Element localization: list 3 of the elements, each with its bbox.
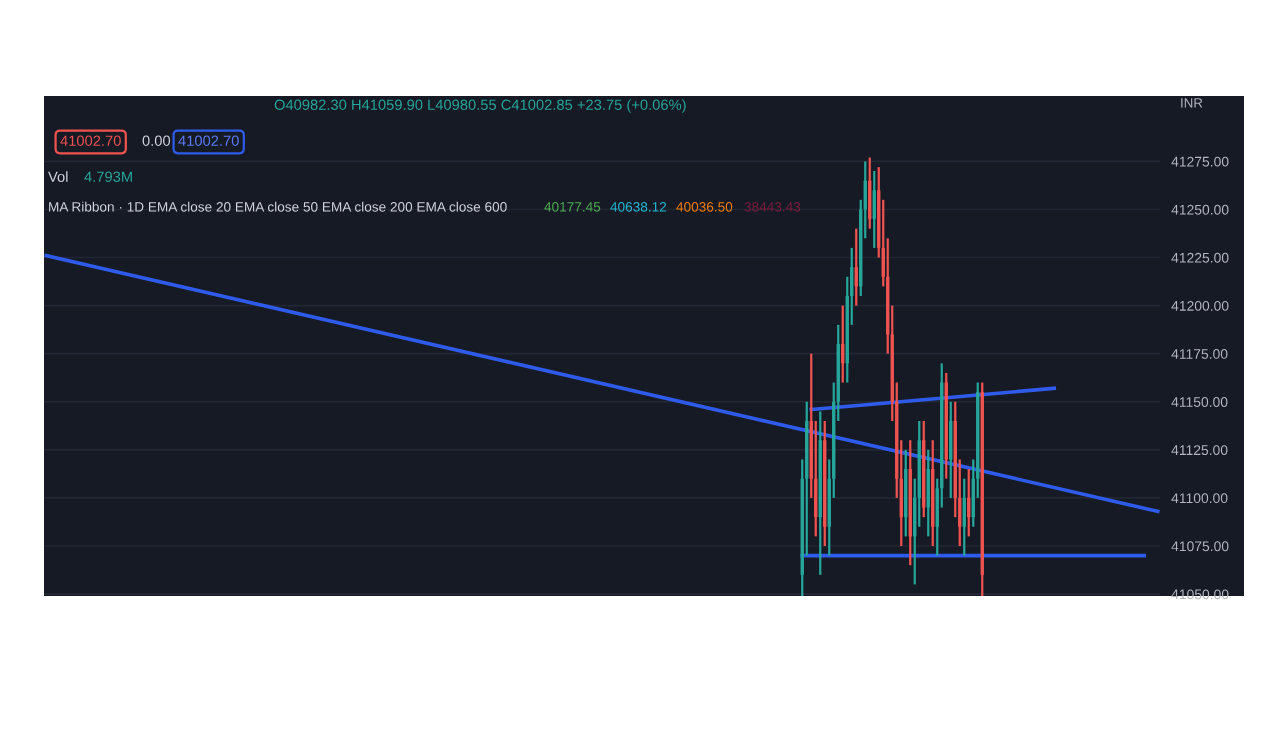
candlestick xyxy=(872,169,876,250)
candlestick xyxy=(962,477,966,557)
candlestick xyxy=(926,448,930,538)
